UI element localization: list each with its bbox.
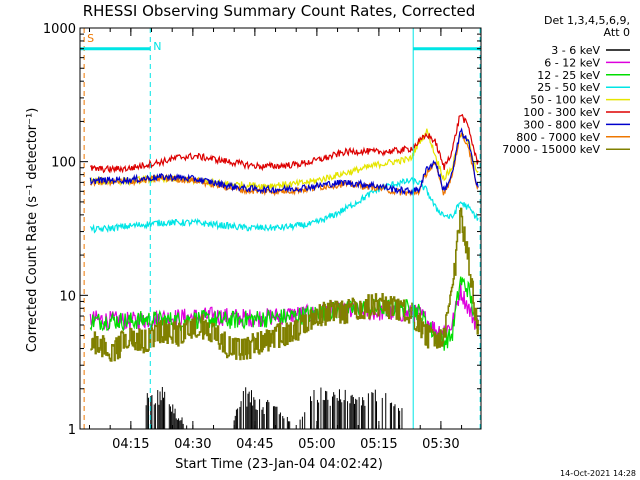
legend-label: 100 - 300 keV [523, 106, 600, 119]
legend-label: 12 - 25 keV [537, 69, 600, 82]
x-tick-label: 04:30 [174, 437, 211, 452]
series-3-6-keV-kev [145, 386, 403, 429]
y-tick-label: 10 [59, 289, 76, 304]
series-7000-15000-keV-kev [90, 207, 479, 362]
x-tick-label: 05:00 [298, 437, 335, 452]
legend-label: 300 - 800 keV [523, 118, 600, 131]
legend-label: 6 - 12 keV [544, 56, 600, 69]
legend-label: 800 - 7000 keV [516, 131, 600, 144]
legend-label: 25 - 50 keV [537, 81, 600, 94]
x-tick-label: 04:15 [112, 437, 149, 452]
s-marker-label: S [87, 32, 94, 45]
footer-date: 14-Oct-2021 14:28 [560, 469, 636, 478]
y-axis-label: Corrected Count Rate (s⁻¹ detector⁻¹) [25, 108, 40, 353]
y-tick-label: 1000 [43, 22, 76, 37]
legend-label: 50 - 100 keV [530, 94, 600, 107]
x-axis-label: Start Time (23-Jan-04 04:02:42) [175, 457, 383, 472]
y-tick-label: 100 [51, 156, 76, 171]
legend-label: 7000 - 15000 keV [502, 143, 600, 156]
n-marker-label: N [153, 40, 161, 53]
x-tick-label: 05:15 [360, 437, 397, 452]
plot-frame [79, 27, 482, 430]
chart-title: RHESSI Observing Summary Count Rates, Co… [83, 2, 476, 20]
legend-header-line: Det 1,3,4,5,6,9, [544, 14, 630, 27]
series-line [90, 207, 479, 362]
x-tick-label: 05:30 [422, 437, 459, 452]
y-tick-label: 1 [68, 423, 76, 438]
legend-label: 3 - 6 keV [551, 44, 600, 57]
legend-header-line: Att 0 [604, 26, 630, 39]
x-tick-label: 04:45 [236, 437, 273, 452]
